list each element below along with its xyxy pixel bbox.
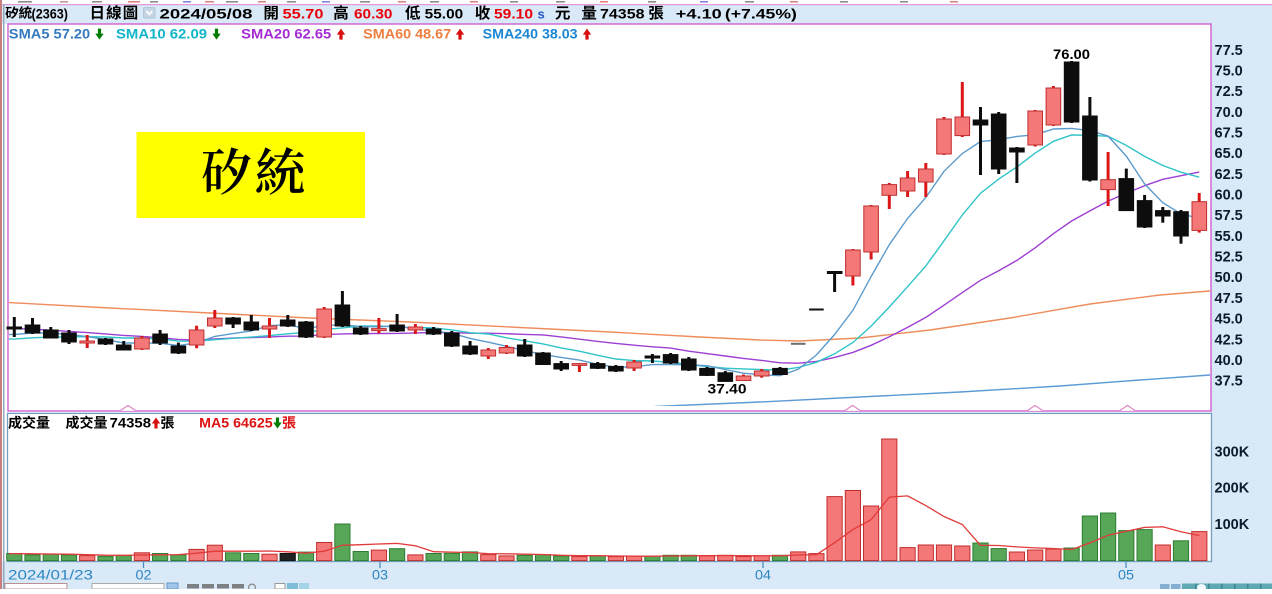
svg-text:74358: 74358 bbox=[600, 5, 645, 21]
svg-text:04: 04 bbox=[755, 566, 771, 582]
svg-text:(+7.45%): (+7.45%) bbox=[725, 5, 797, 21]
svg-text:SMA240 38.03: SMA240 38.03 bbox=[483, 26, 578, 42]
svg-text:50.0: 50.0 bbox=[1215, 270, 1243, 286]
svg-text:300K: 300K bbox=[1215, 444, 1250, 460]
svg-text:60.0: 60.0 bbox=[1215, 188, 1243, 204]
svg-text:62.5: 62.5 bbox=[1215, 167, 1243, 183]
svg-text:42.5: 42.5 bbox=[1215, 332, 1243, 348]
svg-text:37.40: 37.40 bbox=[708, 381, 747, 397]
svg-text:+4.10: +4.10 bbox=[676, 5, 722, 21]
svg-text:2024/05/08: 2024/05/08 bbox=[160, 5, 253, 21]
svg-text:47.5: 47.5 bbox=[1215, 291, 1243, 307]
svg-text:SMA20 62.65: SMA20 62.65 bbox=[241, 26, 331, 42]
svg-text:100K: 100K bbox=[1215, 517, 1250, 533]
svg-text:60.30: 60.30 bbox=[354, 5, 393, 21]
svg-text:55.70: 55.70 bbox=[283, 5, 324, 21]
svg-text:59.10: 59.10 bbox=[494, 5, 533, 21]
svg-text:57.5: 57.5 bbox=[1215, 208, 1243, 224]
svg-text:55.0: 55.0 bbox=[1215, 229, 1243, 245]
svg-text:SMA60 48.67: SMA60 48.67 bbox=[363, 26, 451, 42]
svg-text:55.00: 55.00 bbox=[425, 5, 464, 21]
svg-text:72.5: 72.5 bbox=[1215, 84, 1243, 100]
svg-text:45.0: 45.0 bbox=[1215, 312, 1243, 328]
svg-text:74358: 74358 bbox=[110, 415, 152, 431]
svg-text:65.0: 65.0 bbox=[1215, 146, 1243, 162]
svg-text:02: 02 bbox=[136, 566, 152, 582]
svg-text:MA5 64625: MA5 64625 bbox=[199, 415, 273, 431]
svg-text:03: 03 bbox=[372, 566, 388, 582]
svg-text:76.00: 76.00 bbox=[1053, 46, 1090, 62]
svg-text:77.5: 77.5 bbox=[1215, 43, 1243, 59]
svg-text:75.0: 75.0 bbox=[1215, 63, 1243, 79]
svg-text:SMA10 62.09: SMA10 62.09 bbox=[116, 26, 207, 42]
svg-text:2024/01/23: 2024/01/23 bbox=[8, 566, 93, 582]
svg-text:(2363): (2363) bbox=[32, 5, 69, 21]
svg-text:37.5: 37.5 bbox=[1215, 374, 1243, 390]
svg-text:s: s bbox=[538, 6, 545, 21]
svg-text:67.5: 67.5 bbox=[1215, 126, 1243, 142]
svg-text:SMA5 57.20: SMA5 57.20 bbox=[9, 26, 91, 42]
svg-text:200K: 200K bbox=[1215, 481, 1250, 497]
svg-text:52.5: 52.5 bbox=[1215, 250, 1243, 266]
svg-text:05: 05 bbox=[1118, 566, 1134, 582]
svg-text:40.0: 40.0 bbox=[1215, 353, 1243, 369]
svg-text:70.0: 70.0 bbox=[1215, 105, 1243, 121]
